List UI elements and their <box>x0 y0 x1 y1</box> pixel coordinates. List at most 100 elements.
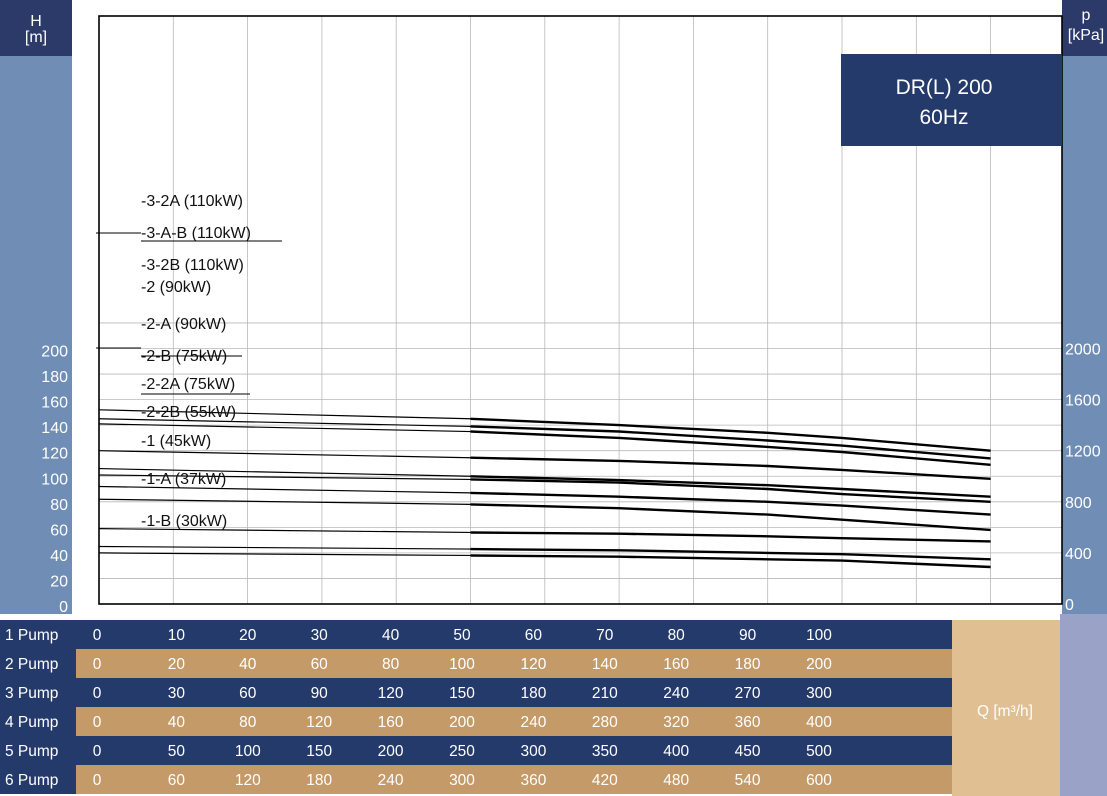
curve-thin-segment <box>98 423 471 433</box>
curve-thin-segment <box>98 528 471 534</box>
curve-label: -2-A (90kW) <box>141 316 226 333</box>
right-axis-header <box>1062 0 1107 56</box>
pump-row-value: 300 <box>806 685 832 702</box>
curve-label: -2 (90kW) <box>141 279 211 296</box>
pump-row-label-bg <box>0 707 76 736</box>
y-axis-symbol: H <box>30 13 42 30</box>
curve-8 <box>470 503 991 532</box>
pump-row-value: 60 <box>168 772 186 789</box>
left-axis-header <box>0 0 72 56</box>
pump-row-value: 240 <box>663 685 689 702</box>
y2-tick-label: 0 <box>1065 597 1074 614</box>
pump-row-bg <box>76 707 952 736</box>
y2-tick-label: 1600 <box>1065 393 1101 410</box>
left-axis-band <box>0 0 72 614</box>
pump-row-value: 60 <box>525 627 543 644</box>
pump-row-value: 40 <box>239 656 257 673</box>
side-panel <box>1060 614 1107 796</box>
curve-6 <box>470 478 991 503</box>
y-tick-label: 160 <box>41 395 68 412</box>
pump-row-value: 80 <box>382 656 400 673</box>
curve-label: -1 (45kW) <box>141 433 211 450</box>
curve-label: -3-2B (110kW) <box>141 257 244 274</box>
curve-thin-segment <box>98 498 471 505</box>
pump-row-value: 280 <box>592 714 618 731</box>
pump-row-value: 120 <box>378 685 404 702</box>
curve-1 <box>470 417 991 452</box>
pump-row-label-bg <box>0 736 76 765</box>
curve-thin-segment <box>98 409 471 420</box>
pump-row-value: 60 <box>239 685 257 702</box>
curve-2 <box>470 425 991 460</box>
curve-labels: -3-2A (110kW) -3-A-B (110kW) -3-2B (110kW)… <box>96 193 282 530</box>
pump-row-value: 400 <box>806 714 832 731</box>
pump-row-value: 50 <box>168 743 186 760</box>
y-tick-label: 180 <box>41 369 68 386</box>
pump-row-bg <box>76 765 952 794</box>
y2-axis-symbol: p <box>1082 7 1091 24</box>
pump-row-value: 30 <box>311 627 329 644</box>
curve-10 <box>470 547 991 561</box>
pump-row-value: 120 <box>306 714 332 731</box>
curve-5 <box>470 475 991 498</box>
pump-row-bg <box>76 678 952 707</box>
curve-label: -2-2A (75kW) <box>141 376 235 393</box>
chart-title: DR(L) 200 <box>896 76 993 99</box>
pump-row-value: 350 <box>592 743 618 760</box>
pump-row-value: 200 <box>449 714 475 731</box>
pump-row-value: 180 <box>735 656 761 673</box>
pump-row-value: 150 <box>449 685 475 702</box>
pump-row-value: 160 <box>378 714 404 731</box>
pump-row-value: 420 <box>592 772 618 789</box>
y-tick-label: 80 <box>50 497 68 514</box>
pump-row-value: 100 <box>235 743 261 760</box>
pump-row-value: 160 <box>663 656 689 673</box>
y-tick-label: 100 <box>41 471 68 488</box>
curve-label: -3-A-B (110kW) <box>141 225 251 242</box>
pump-row-value: 20 <box>239 627 257 644</box>
pump-row-value: 40 <box>382 627 400 644</box>
curve-7 <box>470 491 991 516</box>
y-tick-label: 120 <box>41 446 68 463</box>
pump-row-value: 240 <box>520 714 546 731</box>
y2-axis-unit: [kPa] <box>1068 27 1104 44</box>
y-tick-label: 60 <box>50 522 68 539</box>
curve-thin-segment <box>98 545 471 550</box>
pump-row-value: 100 <box>806 627 832 644</box>
y-tick-label: 0 <box>59 599 68 616</box>
pump-row-label-bg <box>0 765 76 794</box>
pump-row-value: 40 <box>168 714 186 731</box>
pump-row-label-bg <box>0 678 76 707</box>
pump-row-label: 3 Pump <box>5 685 58 702</box>
pump-row-value: 120 <box>520 656 546 673</box>
pump-row-value: 200 <box>806 656 832 673</box>
pump-row-value: 360 <box>735 714 761 731</box>
pump-row-value: 0 <box>93 714 102 731</box>
curve-9 <box>470 531 991 543</box>
curves <box>98 409 991 569</box>
pump-row-value: 360 <box>520 772 546 789</box>
pump-row-value: 140 <box>592 656 618 673</box>
flow-unit-box <box>952 620 1060 796</box>
pump-row-value: 20 <box>168 656 186 673</box>
y2-tick-label: 800 <box>1065 495 1092 512</box>
pump-flow-table: 1 Pump 0 10 20 30 40 50 60 70 80 90 100 2 Pump 0 20 40 6… <box>0 614 1107 796</box>
curve-label: -1-B (30kW) <box>141 513 227 530</box>
curve-3 <box>470 430 991 466</box>
pump-row-label: 2 Pump <box>5 656 58 673</box>
y2-tick-label: 2000 <box>1065 342 1101 359</box>
curve-thin-segment <box>98 450 471 459</box>
curve-thin-segment <box>98 485 471 494</box>
y-tick-label: 40 <box>50 548 68 565</box>
curve-label: -1-A (37kW) <box>141 471 226 488</box>
pump-row-value: 70 <box>596 627 614 644</box>
pump-row-bg <box>76 620 952 649</box>
pump-row-label: 6 Pump <box>5 772 58 789</box>
pump-row-value: 450 <box>735 743 761 760</box>
y-tick-label: 140 <box>41 420 68 437</box>
pump-row-value: 90 <box>739 627 757 644</box>
pump-row-value: 100 <box>449 656 475 673</box>
pump-row-value: 180 <box>306 772 332 789</box>
y2-tick-label: 1200 <box>1065 444 1101 461</box>
axes: H[m] 0 20 40 60 80 100 120 140 160 180 200 p [kPa] 0 40… <box>25 7 1104 616</box>
